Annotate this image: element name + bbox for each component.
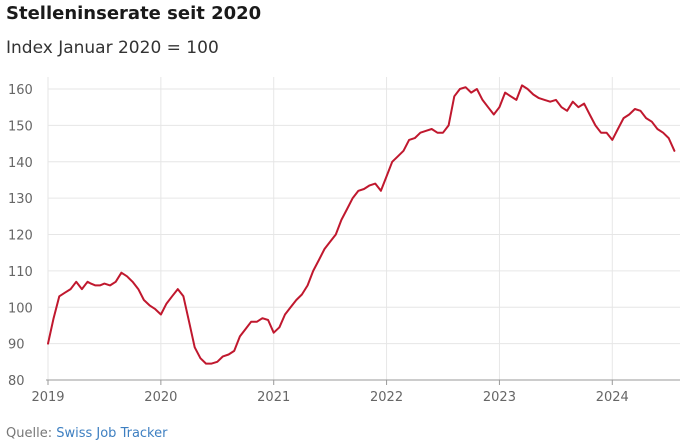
y-tick-label: 140: [8, 156, 33, 171]
source-link[interactable]: Swiss Job Tracker: [56, 426, 168, 441]
x-tick-label: 2024: [596, 390, 629, 405]
y-tick-label: 110: [8, 265, 33, 280]
chart-subtitle: Index Januar 2020 = 100: [6, 38, 219, 58]
x-tick-label: 2019: [31, 390, 64, 405]
y-tick-label: 90: [8, 338, 25, 353]
grid-lines: [47, 77, 680, 380]
y-tick-label: 160: [8, 83, 33, 98]
source-label: Quelle:: [6, 426, 53, 441]
series-line: [47, 84, 676, 365]
y-tick-label: 130: [8, 192, 33, 207]
x-tick-label: 2020: [144, 390, 177, 405]
x-tick-label: 2023: [483, 390, 516, 405]
y-axis-ticks: 80 90 100 110 120 130 140 150 160: [8, 83, 33, 389]
y-tick-label: 80: [8, 374, 25, 389]
x-axis-ticks: 2019 2020 2021 2022 2023 2024: [31, 380, 629, 405]
source-note: Quelle: Swiss Job Tracker: [6, 426, 167, 441]
y-tick-label: 150: [8, 119, 33, 134]
x-tick-label: 2021: [257, 390, 290, 405]
y-tick-label: 100: [8, 301, 33, 316]
x-tick-label: 2022: [370, 390, 403, 405]
chart-title: Stelleninserate seit 2020: [6, 3, 262, 24]
y-tick-label: 120: [8, 229, 33, 244]
